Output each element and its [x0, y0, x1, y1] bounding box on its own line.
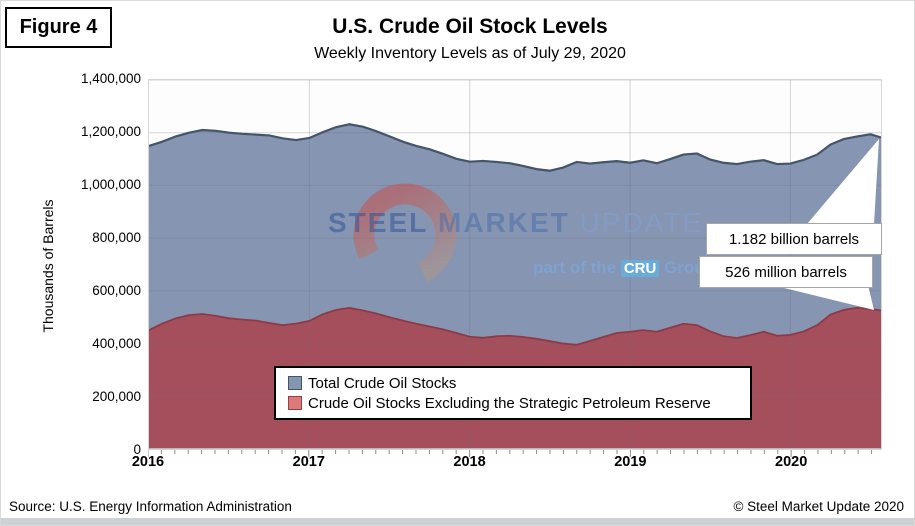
x-axis-tick-label: 2018: [453, 454, 486, 470]
figure-number-badge: Figure 4: [5, 7, 112, 48]
total-callout: 1.182 billion barrels: [706, 223, 882, 255]
x-axis-tick-label: 2020: [775, 454, 808, 470]
legend-item-ex-spr: Crude Oil Stocks Excluding the Strategic…: [288, 395, 750, 412]
y-axis-tick-label: 1,400,000: [80, 71, 141, 86]
source-note: Source: U.S. Energy Information Administ…: [9, 499, 292, 514]
y-axis-tick-label: 600,000: [92, 283, 141, 298]
legend-swatch-ex-spr: [288, 396, 302, 410]
ex-spr-callout: 526 million barrels: [699, 256, 873, 288]
legend-item-total: Total Crude Oil Stocks: [288, 375, 750, 392]
x-axis-tick-label: 2017: [292, 454, 325, 470]
legend-swatch-total: [288, 376, 302, 390]
y-axis-tick-label: 1,000,000: [80, 177, 141, 192]
ex-spr-callout-text: 526 million barrels: [725, 263, 847, 281]
copyright-note: © Steel Market Update 2020: [733, 499, 904, 514]
series-line-0: [149, 123, 881, 172]
y-axis-tick-label: 1,200,000: [80, 124, 141, 139]
x-axis-tick-label: 2016: [131, 454, 165, 470]
x-axis-tick-label: 2019: [614, 454, 647, 470]
chart-subtitle: Weekly Inventory Levels as of July 29, 2…: [314, 45, 626, 62]
series-line-1: [149, 306, 881, 346]
figure-number-label: Figure 4: [19, 16, 98, 38]
legend-label-ex-spr: Crude Oil Stocks Excluding the Strategic…: [308, 394, 711, 412]
y-axis-title: Thousands of Barrels: [40, 199, 56, 333]
y-axis-tick-label: 800,000: [92, 230, 141, 245]
y-axis-tick-label: 200,000: [92, 389, 141, 404]
y-axis-tick-label: 0: [133, 442, 141, 457]
legend: Total Crude Oil Stocks Crude Oil Stocks …: [274, 366, 752, 420]
y-axis-tick-label: 400,000: [92, 336, 141, 351]
bottom-strip: [1, 518, 914, 525]
chart-title: U.S. Crude Oil Stock Levels: [332, 15, 608, 38]
total-callout-text: 1.182 billion barrels: [728, 230, 860, 248]
legend-label-total: Total Crude Oil Stocks: [308, 374, 457, 392]
